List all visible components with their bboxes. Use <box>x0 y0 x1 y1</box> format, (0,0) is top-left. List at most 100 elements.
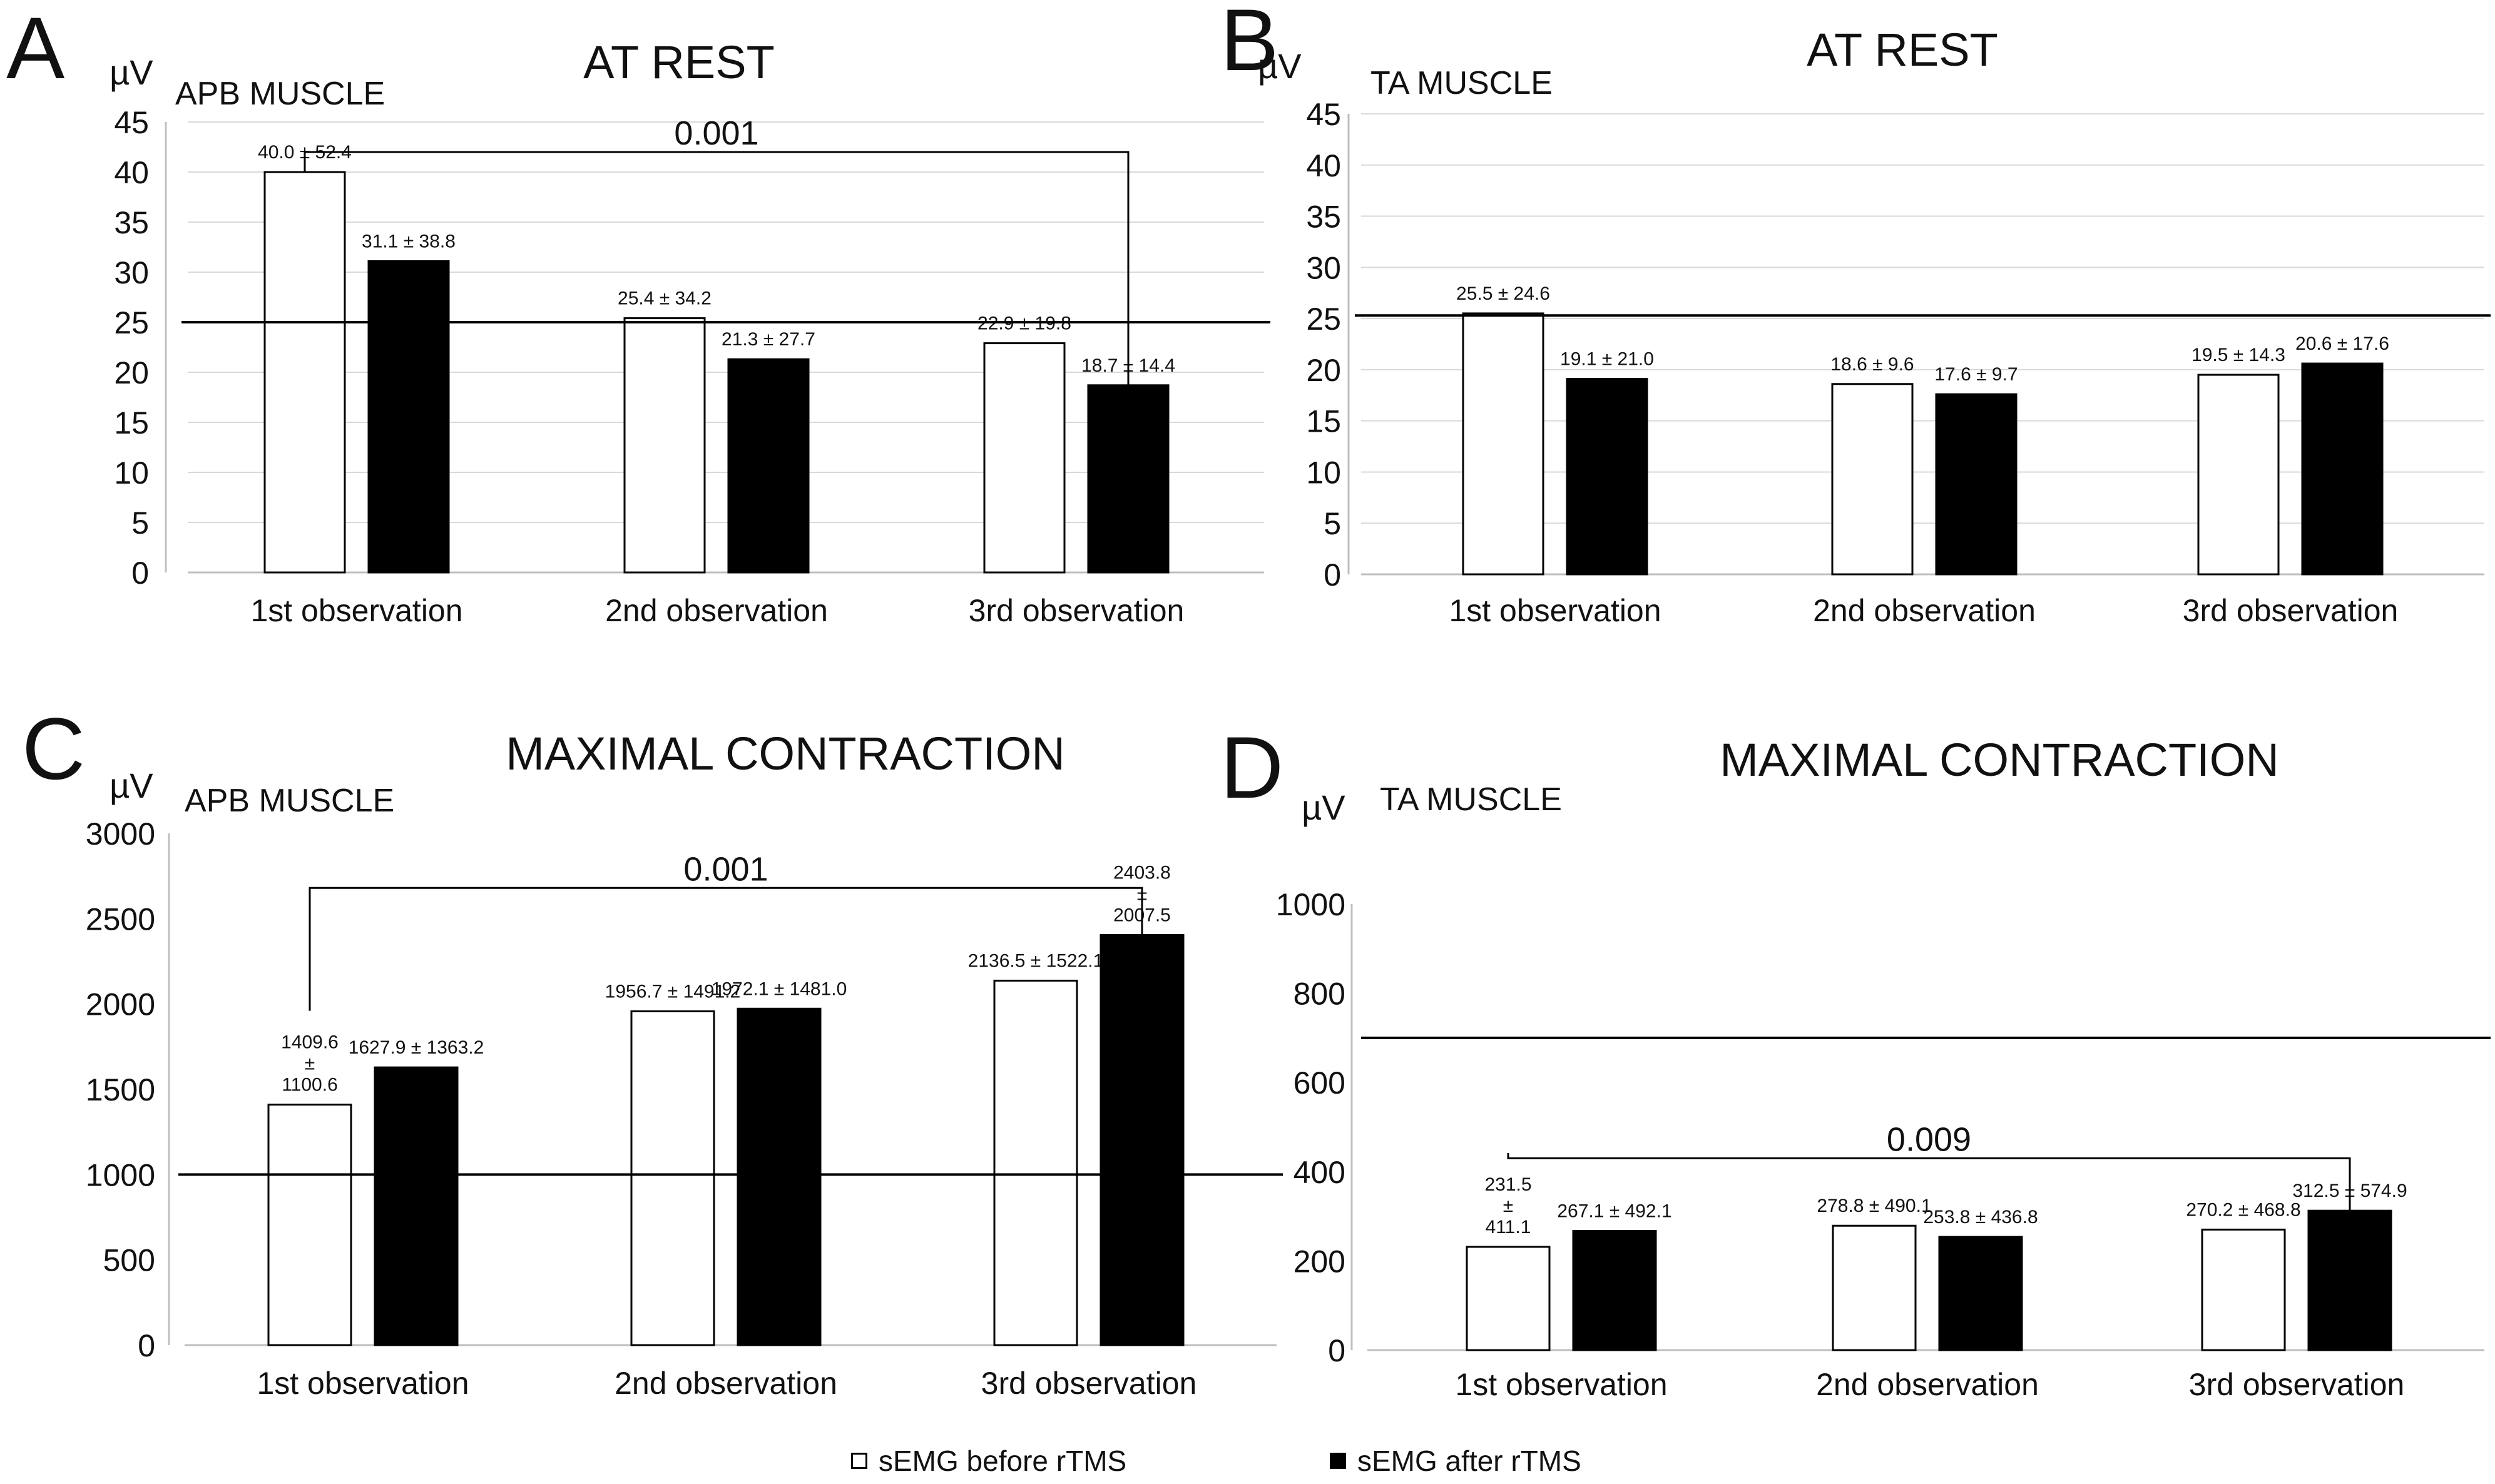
panel-subtitle: APB MUSCLE <box>185 783 394 819</box>
bar-value-label: 19.5 ± 14.3 <box>2191 345 2285 365</box>
legend-swatch-before <box>851 1453 867 1469</box>
y-tick-label: 1000 <box>1276 887 1345 922</box>
x-tick-label: 2nd observation <box>1813 593 2036 628</box>
bar-before-1 <box>263 171 346 574</box>
bar-before-1 <box>267 1104 352 1346</box>
y-tick-label: 15 <box>1306 404 1341 439</box>
panel-b: BµV TA MUSCLE AT REST 0 5 10 15 20 25 30 35 40 45 25.… <box>1220 0 2491 628</box>
bar-before-1 <box>1466 1246 1551 1351</box>
bar-value-label: 25.4 ± 34.2 <box>618 288 712 309</box>
panel-letter: C <box>22 699 85 798</box>
bar-before-3 <box>993 979 1078 1346</box>
y-tick-label: 1500 <box>86 1072 155 1107</box>
bar-value-label: 253.8 ± 436.8 <box>1923 1207 2038 1227</box>
bar-value-label: 18.6 ± 9.6 <box>1830 354 1914 375</box>
bar-value-label: 2403.8 <box>1113 863 1171 883</box>
x-tick-label: 3rd observation <box>969 593 1185 628</box>
x-tick-label: 1st observation <box>257 1366 469 1401</box>
x-tick-label: 1st observation <box>1455 1367 1667 1402</box>
bar-after-1 <box>1566 378 1648 576</box>
y-tick-label: 800 <box>1293 977 1345 1012</box>
significance-bracket <box>304 151 1130 385</box>
y-tick-label: 45 <box>1306 97 1341 132</box>
y-tick-label: 10 <box>1306 455 1341 490</box>
y-tick-label: 0 <box>1328 1333 1345 1368</box>
bar-value-label: 20.6 ± 17.6 <box>2295 333 2389 354</box>
x-tick-label: 1st observation <box>250 593 462 628</box>
bar-after-2 <box>727 358 810 574</box>
y-tick-label: 35 <box>114 205 149 240</box>
y-tick-label: 35 <box>1306 200 1341 235</box>
legend-swatch-after <box>1330 1453 1346 1469</box>
bar-value-label: 1627.9 ± 1363.2 <box>349 1037 484 1058</box>
panel-letter: B <box>1220 0 1278 89</box>
y-tick-label: 30 <box>1306 250 1341 285</box>
y-tick-label: 20 <box>114 355 149 390</box>
bar-value-label: 270.2 ± 468.8 <box>2186 1199 2300 1220</box>
y-tick-label: 40 <box>114 155 149 190</box>
bar-value-label: 267.1 ± 492.1 <box>1557 1201 1671 1222</box>
legend-before: sEMG before rTMS <box>851 1442 1126 1480</box>
legend-after: sEMG after rTMS <box>1330 1442 1581 1480</box>
bar-value-label: 21.3 ± 27.7 <box>722 329 815 350</box>
bar-value-label: 411.1 <box>1486 1217 1531 1238</box>
bar-before-2 <box>1831 383 1914 576</box>
y-tick-label: 0 <box>138 1328 155 1363</box>
y-tick-label: 5 <box>1324 506 1341 541</box>
bar-before-1 <box>1462 312 1544 576</box>
y-axis-label: µV <box>110 53 153 92</box>
y-tick-label: 0 <box>131 556 149 591</box>
y-tick-label: 25 <box>114 305 149 340</box>
bar-value-label: 17.6 ± 9.7 <box>1934 364 2018 385</box>
y-tick-label: 10 <box>114 455 149 490</box>
bar-after-2 <box>737 1007 822 1346</box>
legend-label-before: sEMG before rTMS <box>879 1445 1127 1477</box>
y-tick-label: 25 <box>1306 302 1341 337</box>
x-tick-label: 3rd observation <box>2189 1367 2405 1402</box>
bar-value-label: ± <box>305 1054 315 1074</box>
x-tick-label: 2nd observation <box>1816 1367 2039 1402</box>
bar-value-label: ± <box>1503 1196 1513 1216</box>
panel-subtitle: TA MUSCLE <box>1370 65 1553 101</box>
bar-value-label: 231.5 <box>1484 1174 1531 1195</box>
y-tick-label: 3000 <box>86 816 155 851</box>
y-axis-label: µV <box>1302 788 1345 827</box>
y-tick-label: 1000 <box>86 1157 155 1192</box>
panel-letter: A <box>6 0 65 97</box>
y-axis-label: µV <box>1258 46 1302 86</box>
bar-before-3 <box>983 342 1066 574</box>
bar-after-3 <box>2301 362 2384 576</box>
y-tick-label: 200 <box>1293 1244 1345 1279</box>
bar-before-2 <box>1832 1224 1917 1351</box>
bar-after-1 <box>367 260 450 574</box>
bar-value-label: 25.5 ± 24.6 <box>1456 283 1550 304</box>
significance-label: 0.009 <box>1887 1121 1971 1158</box>
legend-label-after: sEMG after rTMS <box>1357 1445 1581 1477</box>
panel-subtitle: TA MUSCLE <box>1380 781 1562 818</box>
panel-title: MAXIMAL CONTRACTION <box>506 728 1065 780</box>
panel-title: MAXIMAL CONTRACTION <box>1720 734 2279 786</box>
panel-subtitle: APB MUSCLE <box>175 76 385 112</box>
y-tick-label: 400 <box>1293 1155 1345 1190</box>
bar-after-1 <box>374 1066 459 1346</box>
y-tick-label: 40 <box>1306 148 1341 183</box>
y-tick-label: 500 <box>103 1243 155 1278</box>
bar-value-label: 1956.7 ± 1491.2 <box>605 981 741 1002</box>
bar-before-3 <box>2201 1228 2286 1351</box>
y-tick-label: 5 <box>131 506 149 541</box>
y-tick-label: 20 <box>1306 353 1341 388</box>
x-tick-label: 2nd observation <box>615 1366 837 1401</box>
bar-value-label: 1972.1 ± 1481.0 <box>712 978 847 999</box>
bar-after-1 <box>1572 1230 1657 1351</box>
x-tick-label: 3rd observation <box>981 1366 1197 1401</box>
y-tick-label: 2000 <box>86 987 155 1022</box>
significance-bracket <box>309 887 1143 1011</box>
y-tick-label: 30 <box>114 255 149 290</box>
bar-value-label: 1409.6 <box>281 1032 339 1053</box>
x-tick-label: 3rd observation <box>2183 593 2399 628</box>
bar-after-3 <box>1087 384 1170 574</box>
significance-label: 0.001 <box>683 850 768 888</box>
